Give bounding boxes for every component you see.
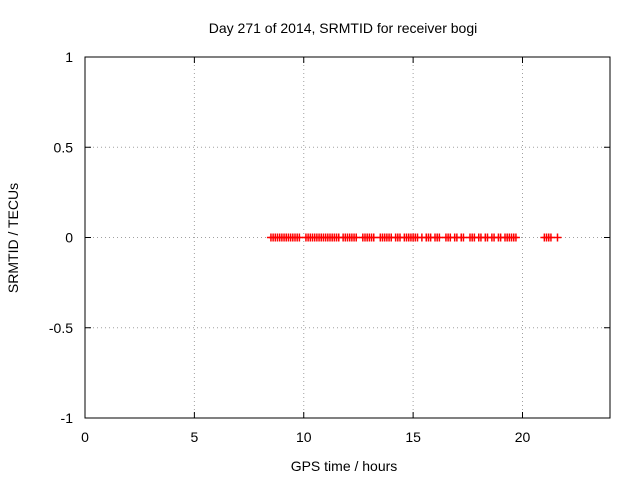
y-tick-label: 0	[65, 230, 73, 246]
x-tick-label: 15	[405, 429, 421, 445]
x-tick-label: 10	[296, 429, 312, 445]
y-tick-label: -0.5	[49, 320, 73, 336]
y-tick-label: -1	[61, 410, 74, 426]
data-points	[266, 233, 562, 242]
x-tick-label: 5	[190, 429, 198, 445]
y-axis-label: SRMTID / TECUs	[5, 183, 21, 293]
chart-title: Day 271 of 2014, SRMTID for receiver bog…	[209, 20, 477, 36]
x-tick-label: 0	[81, 429, 89, 445]
y-tick-labels: -1 -0.5 0 0.5 1	[49, 49, 73, 426]
data-point	[553, 233, 562, 242]
y-tick-label: 0.5	[54, 139, 74, 155]
axis-ticks	[84, 56, 610, 419]
x-tick-label: 20	[515, 429, 531, 445]
x-axis-label: GPS time / hours	[291, 458, 398, 474]
data-point	[511, 233, 520, 242]
x-tick-labels: 0 5 10 15 20	[81, 429, 530, 445]
y-tick-label: 1	[65, 49, 73, 65]
